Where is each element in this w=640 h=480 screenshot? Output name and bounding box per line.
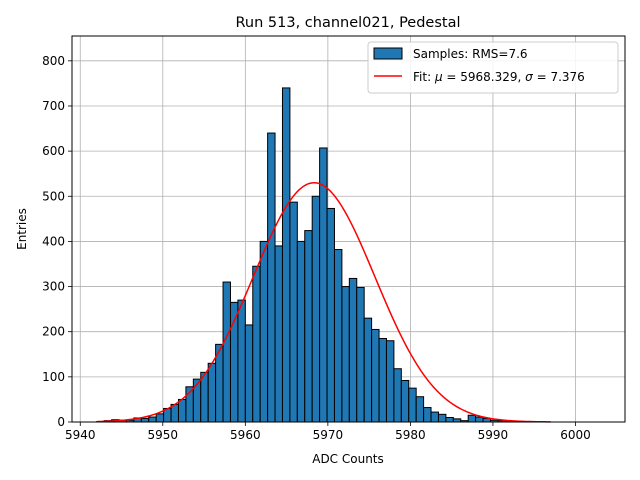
y-tick-label: 300 — [42, 280, 65, 294]
histogram-bar — [467, 414, 477, 423]
histogram-bar — [415, 396, 425, 423]
legend-histogram-label: Samples: RMS=7.6 — [413, 47, 528, 61]
histogram-bar — [289, 201, 298, 423]
y-tick-label: 200 — [42, 325, 65, 339]
histogram-bar — [393, 368, 402, 423]
plot-frame — [71, 35, 626, 423]
histogram-bar — [423, 407, 432, 423]
histogram-bar — [177, 398, 187, 423]
y-tick-label: 800 — [42, 54, 65, 68]
y-axis-label: Entries — [15, 208, 29, 250]
legend: Samples: RMS=7.6 Fit: μ = 5968.329, σ = … — [367, 41, 619, 94]
legend-fit-label: Fit: μ = 5968.329, σ = 7.376 — [413, 70, 585, 84]
x-axis-label: ADC Counts — [312, 452, 384, 466]
histogram-bar — [237, 299, 246, 423]
x-tick-label: 5960 — [230, 428, 261, 442]
histogram-bar — [319, 147, 328, 423]
y-tick-label: 0 — [57, 415, 65, 429]
histogram-bar — [222, 281, 231, 423]
chart-title: Run 513, channel021, Pedestal — [235, 15, 460, 31]
histogram-bar — [326, 207, 335, 423]
histogram-bar — [445, 416, 454, 423]
histogram-bar — [333, 249, 343, 423]
histogram-bar — [430, 411, 439, 423]
histogram-bar — [311, 195, 321, 423]
x-tick-label: 5990 — [478, 428, 509, 442]
histogram-bar — [274, 245, 283, 423]
y-tick-label: 700 — [42, 99, 65, 113]
x-tick-label: 5970 — [313, 428, 344, 442]
legend-sigma-symbol: σ — [525, 70, 533, 84]
histogram-bar — [341, 286, 350, 423]
histogram-bar — [356, 286, 365, 423]
histogram-bar — [408, 387, 417, 423]
histogram-bar — [296, 240, 306, 423]
histogram-bar — [207, 362, 217, 423]
histogram-bar — [281, 87, 291, 423]
legend-histogram-swatch — [373, 47, 403, 60]
histogram-bar — [348, 277, 358, 423]
legend-box — [367, 41, 619, 94]
histogram-bar — [140, 417, 150, 423]
histogram-bar — [192, 378, 202, 423]
fit-curve — [96, 181, 551, 423]
y-axis-ticks: 0 100 200 300 400 500 600 700 800 — [42, 54, 72, 429]
x-tick-label: 5940 — [65, 428, 96, 442]
y-tick-label: 600 — [42, 144, 65, 158]
x-axis-ticks: 5940 5950 5960 5970 5980 5990 6000 — [65, 422, 591, 442]
histogram-bar — [475, 416, 484, 423]
histogram-bar — [244, 324, 254, 423]
histogram-bars — [96, 87, 536, 423]
histogram-bar — [155, 413, 165, 423]
x-tick-label: 5950 — [148, 428, 179, 442]
histogram-bar — [371, 328, 380, 423]
histogram-bar — [267, 132, 276, 423]
y-tick-label: 500 — [42, 189, 65, 203]
y-tick-label: 400 — [42, 234, 65, 248]
histogram-bar — [378, 337, 387, 423]
histogram-bar — [259, 240, 269, 423]
histogram-bar — [437, 413, 447, 423]
legend-mu-symbol: μ — [434, 70, 443, 84]
histogram-bar — [400, 379, 410, 423]
histogram-bar — [363, 317, 373, 423]
x-tick-label: 5980 — [395, 428, 426, 442]
histogram-bar — [385, 340, 395, 423]
histogram-bar — [148, 416, 157, 423]
histogram-bar — [200, 371, 209, 423]
histogram-bar — [252, 265, 261, 423]
x-tick-label: 6000 — [560, 428, 591, 442]
histogram-bar — [304, 230, 313, 423]
y-tick-label: 100 — [42, 370, 65, 384]
